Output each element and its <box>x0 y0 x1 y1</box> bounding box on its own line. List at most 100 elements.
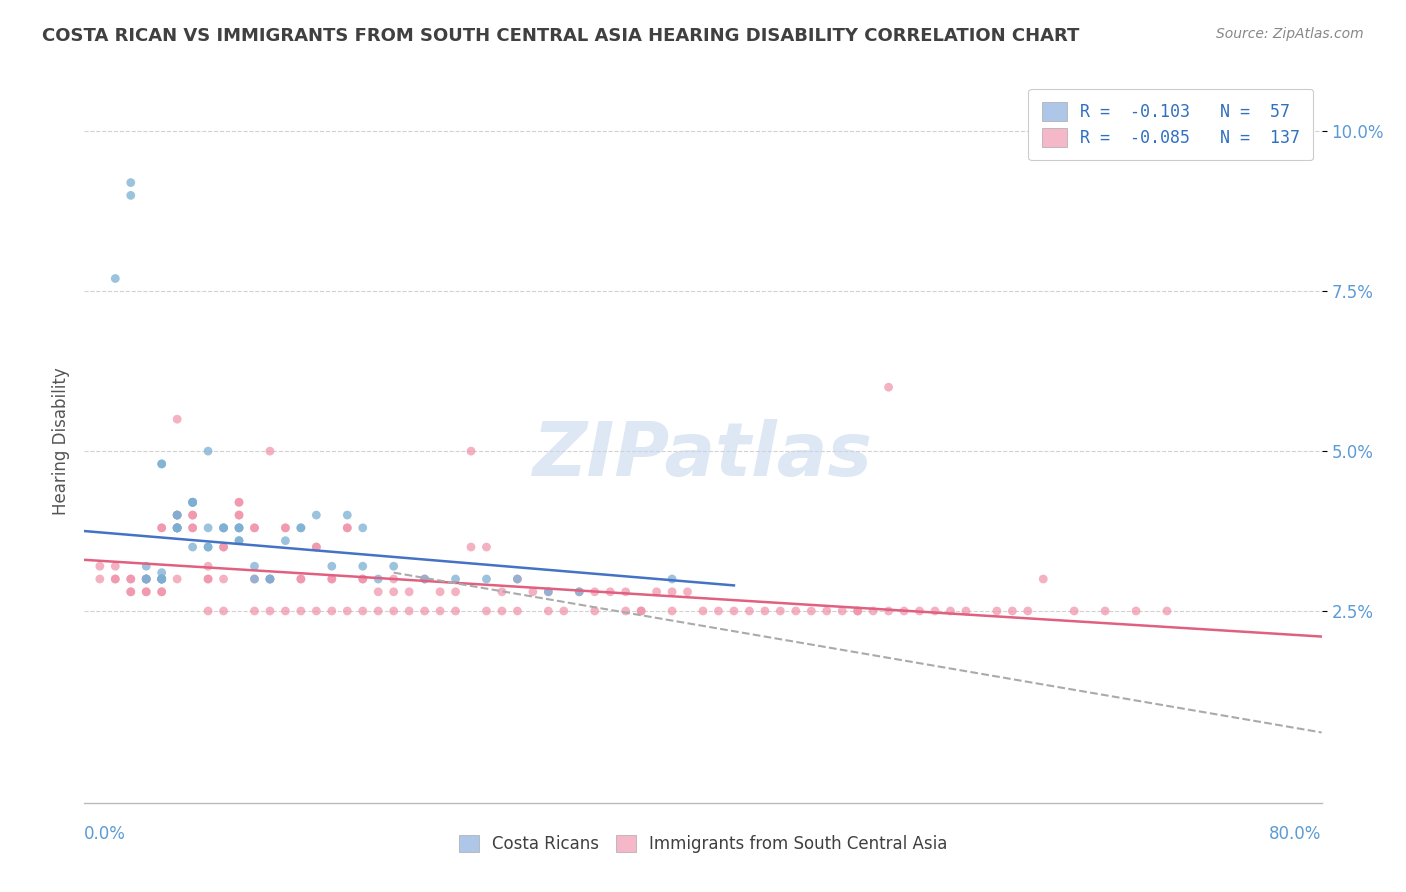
Point <box>212 521 235 535</box>
Point <box>181 495 204 509</box>
Point <box>150 457 173 471</box>
Point <box>181 540 204 554</box>
Point <box>568 584 591 599</box>
Point <box>506 572 529 586</box>
Point <box>614 604 637 618</box>
Point <box>274 533 297 548</box>
Point <box>120 176 142 190</box>
Y-axis label: Hearing Disability: Hearing Disability <box>52 368 70 516</box>
Point <box>197 444 219 458</box>
Point <box>1063 604 1085 618</box>
Point <box>1125 604 1147 618</box>
Point <box>413 572 436 586</box>
Point <box>630 604 652 618</box>
Point <box>692 604 714 618</box>
Point <box>475 540 498 554</box>
Point <box>228 521 250 535</box>
Point <box>908 604 931 618</box>
Point <box>413 572 436 586</box>
Point <box>135 572 157 586</box>
Point <box>846 604 869 618</box>
Point <box>135 584 157 599</box>
Point <box>166 521 188 535</box>
Point <box>537 584 560 599</box>
Text: Source: ZipAtlas.com: Source: ZipAtlas.com <box>1216 27 1364 41</box>
Text: 80.0%: 80.0% <box>1270 825 1322 843</box>
Point <box>243 521 266 535</box>
Point <box>197 559 219 574</box>
Point <box>259 572 281 586</box>
Point <box>398 604 420 618</box>
Point <box>135 559 157 574</box>
Point <box>243 572 266 586</box>
Point <box>290 521 312 535</box>
Point <box>460 444 482 458</box>
Point <box>166 521 188 535</box>
Point <box>754 604 776 618</box>
Point <box>321 604 343 618</box>
Point <box>228 521 250 535</box>
Point <box>815 604 838 618</box>
Point <box>228 495 250 509</box>
Point <box>661 584 683 599</box>
Point <box>243 604 266 618</box>
Point <box>367 604 389 618</box>
Point <box>583 584 606 599</box>
Point <box>614 584 637 599</box>
Point <box>104 559 127 574</box>
Point <box>166 521 188 535</box>
Point <box>1001 604 1024 618</box>
Point <box>475 572 498 586</box>
Point <box>212 521 235 535</box>
Point <box>506 572 529 586</box>
Point <box>150 572 173 586</box>
Point <box>676 584 699 599</box>
Point <box>583 604 606 618</box>
Point <box>228 508 250 522</box>
Text: COSTA RICAN VS IMMIGRANTS FROM SOUTH CENTRAL ASIA HEARING DISABILITY CORRELATION: COSTA RICAN VS IMMIGRANTS FROM SOUTH CEN… <box>42 27 1080 45</box>
Point <box>212 540 235 554</box>
Point <box>150 457 173 471</box>
Point <box>212 521 235 535</box>
Point <box>367 584 389 599</box>
Point <box>166 508 188 522</box>
Point <box>259 604 281 618</box>
Point <box>352 559 374 574</box>
Point <box>599 584 621 599</box>
Point <box>166 521 188 535</box>
Point <box>305 604 328 618</box>
Point <box>769 604 792 618</box>
Point <box>150 521 173 535</box>
Point <box>352 572 374 586</box>
Point <box>537 604 560 618</box>
Point <box>382 584 405 599</box>
Point <box>986 604 1008 618</box>
Point <box>305 540 328 554</box>
Point <box>212 540 235 554</box>
Point <box>120 188 142 202</box>
Point <box>290 521 312 535</box>
Point <box>429 584 451 599</box>
Point <box>630 604 652 618</box>
Point <box>259 572 281 586</box>
Point <box>537 584 560 599</box>
Point <box>738 604 761 618</box>
Point <box>877 604 900 618</box>
Point <box>522 584 544 599</box>
Point <box>228 533 250 548</box>
Point <box>120 584 142 599</box>
Point <box>181 521 204 535</box>
Point <box>645 584 668 599</box>
Point <box>382 572 405 586</box>
Point <box>228 495 250 509</box>
Point <box>429 604 451 618</box>
Point <box>723 604 745 618</box>
Text: ZIPatlas: ZIPatlas <box>533 419 873 492</box>
Point <box>321 572 343 586</box>
Point <box>150 572 173 586</box>
Point <box>491 584 513 599</box>
Legend: Costa Ricans, Immigrants from South Central Asia: Costa Ricans, Immigrants from South Cent… <box>451 828 955 860</box>
Point <box>1156 604 1178 618</box>
Point <box>197 540 219 554</box>
Point <box>336 604 359 618</box>
